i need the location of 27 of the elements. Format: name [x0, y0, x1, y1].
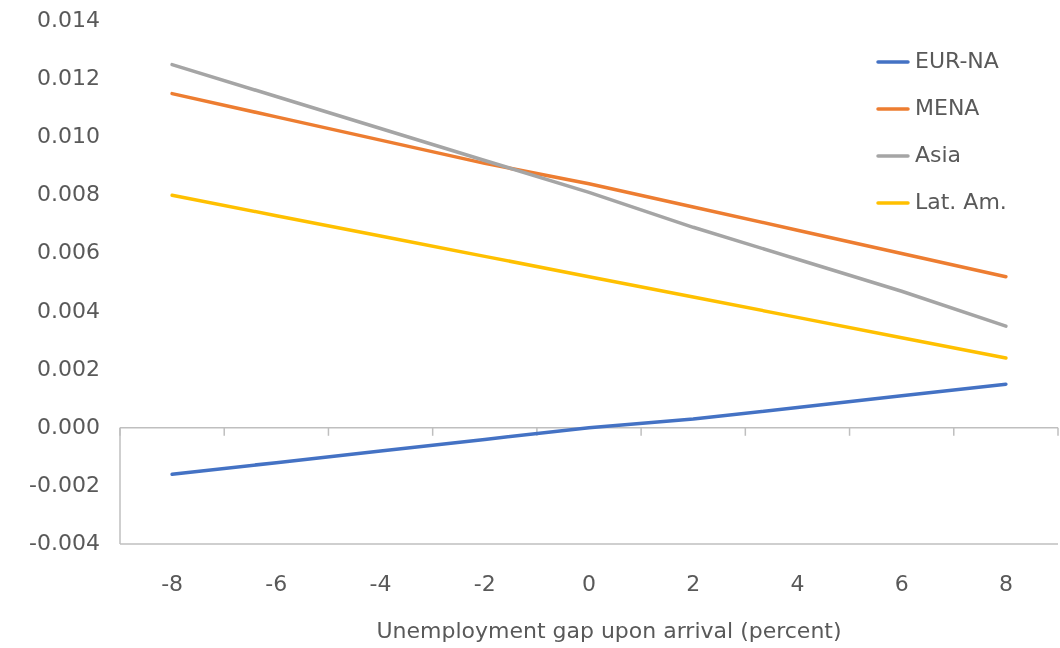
y-tick-label: 0.012 — [37, 65, 100, 91]
legend-label: MENA — [915, 95, 980, 120]
x-tick-label: -6 — [265, 571, 288, 596]
y-tick-label: -0.002 — [29, 471, 100, 497]
x-tick-label: 2 — [686, 571, 701, 596]
x-tick-label: 4 — [790, 571, 805, 596]
line-series — [170, 193, 1008, 360]
y-tick-label: 0.010 — [37, 123, 100, 149]
x-axis-title: Unemployment gap upon arrival (percent) — [376, 618, 842, 643]
y-tick-label: 0.014 — [37, 7, 100, 32]
line-series — [170, 91, 1008, 279]
y-tick-label: 0.002 — [37, 355, 100, 381]
y-tick-label: 0.008 — [37, 181, 100, 207]
y-tick-label: 0.006 — [37, 239, 100, 265]
x-tick-label: -8 — [161, 571, 184, 596]
y-tick-label: -0.004 — [29, 530, 100, 555]
x-tick-label: -4 — [369, 571, 392, 596]
x-tick-label: -2 — [473, 571, 496, 596]
legend-label: Lat. Am. — [915, 189, 1007, 214]
y-tick-label: 0.004 — [37, 297, 100, 323]
x-tick-label: 8 — [998, 571, 1013, 596]
legend-label: EUR-NA — [915, 48, 999, 73]
x-tick-label: 6 — [894, 571, 909, 596]
legend-label: Asia — [915, 142, 962, 167]
line-series — [170, 382, 1008, 477]
y-tick-label: 0.000 — [37, 413, 100, 439]
x-tick-label: 0 — [582, 571, 596, 596]
